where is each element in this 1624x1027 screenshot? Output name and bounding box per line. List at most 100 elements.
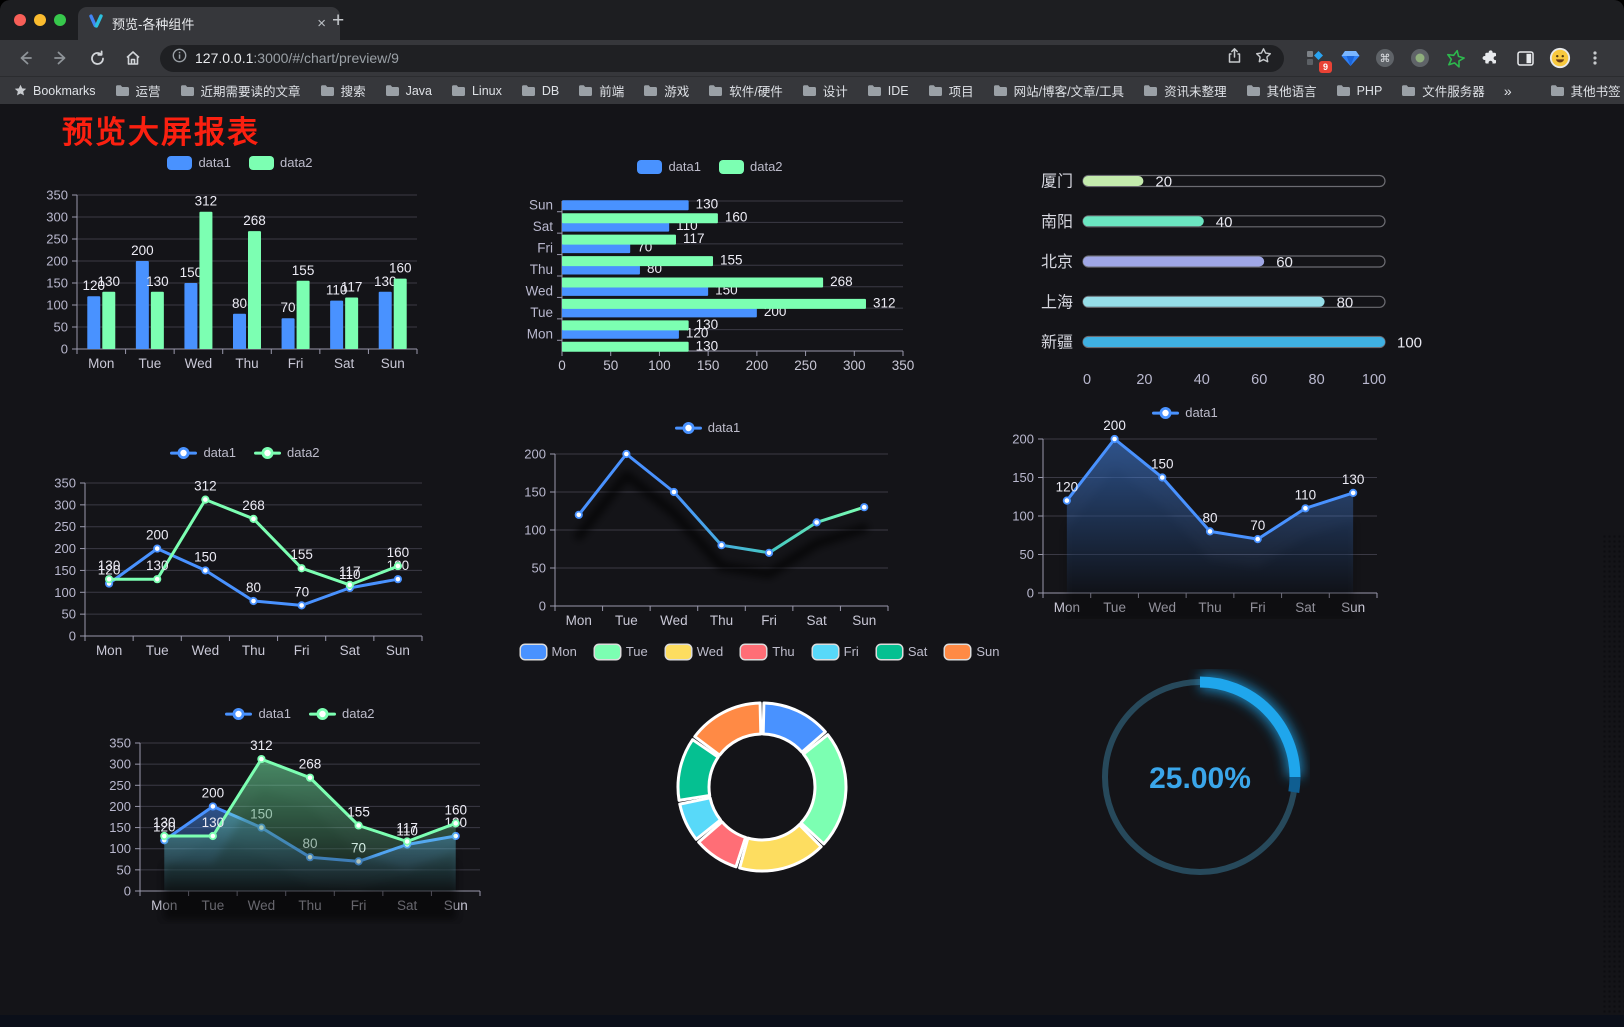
bookmark-folder[interactable]: Java <box>385 84 432 98</box>
address-bar[interactable]: 127.0.0.1:3000/#/chart/preview/9 <box>160 44 1284 72</box>
bookmark-folder[interactable]: PHP <box>1336 84 1382 98</box>
extensions-puzzle-icon[interactable] <box>1479 47 1501 69</box>
legend-item[interactable]: data2 <box>309 706 375 721</box>
svg-text:350: 350 <box>892 358 915 373</box>
legend-item[interactable]: Sun <box>945 644 999 659</box>
bookmark-folder[interactable]: 前端 <box>578 81 624 100</box>
svg-text:南阳: 南阳 <box>1041 213 1073 231</box>
legend-item[interactable]: data1 <box>674 420 740 435</box>
svg-text:160: 160 <box>387 545 410 560</box>
bookmarks-overflow-chevron[interactable]: » <box>1503 82 1512 99</box>
svg-text:100: 100 <box>1012 509 1034 524</box>
folder-icon <box>385 85 399 96</box>
bookmark-folder[interactable]: 游戏 <box>643 81 689 100</box>
bookmark-folder[interactable]: 运营 <box>115 81 161 100</box>
legend-item[interactable]: data2 <box>719 159 783 174</box>
bookmark-folder-label: 网站/博客/文章/工具 <box>1013 85 1125 99</box>
legend-item[interactable]: data1 <box>637 159 701 174</box>
gem-extension-icon[interactable] <box>1339 47 1361 69</box>
bookmark-folder[interactable]: DB <box>521 84 559 98</box>
svg-text:新疆: 新疆 <box>1041 334 1073 352</box>
svg-text:200: 200 <box>131 243 154 258</box>
svg-text:Tue: Tue <box>146 643 169 658</box>
legend-item[interactable]: data2 <box>249 155 313 170</box>
command-extension-icon[interactable]: ⌘ <box>1374 47 1396 69</box>
bookmark-folder[interactable]: Linux <box>451 84 502 98</box>
svg-text:50: 50 <box>603 358 618 373</box>
browser-toolbar: 127.0.0.1:3000/#/chart/preview/9 9 ⌘ <box>0 40 1624 76</box>
new-tab-button[interactable]: + <box>332 9 345 32</box>
browser-menu-icon[interactable] <box>1584 47 1606 69</box>
legend-item[interactable]: Mon <box>520 644 577 659</box>
share-icon[interactable] <box>1226 47 1243 69</box>
bookmark-folder[interactable]: 搜索 <box>320 81 366 100</box>
folder-icon <box>180 85 194 96</box>
svg-text:200: 200 <box>746 358 769 373</box>
side-panel-icon[interactable] <box>1514 47 1536 69</box>
svg-text:Fri: Fri <box>761 613 777 628</box>
legend-item[interactable]: Thu <box>741 644 795 659</box>
bookmark-folder[interactable]: 文件服务器 <box>1401 81 1485 100</box>
bookmark-folder-label: 前端 <box>599 85 625 99</box>
svg-text:312: 312 <box>194 479 217 494</box>
svg-text:155: 155 <box>720 253 743 268</box>
legend-item[interactable]: data1 <box>225 706 291 721</box>
svg-text:Sat: Sat <box>340 643 361 658</box>
other-bookmarks-folder[interactable]: 其他书签 <box>1550 81 1621 100</box>
minimize-window-button[interactable] <box>34 14 46 26</box>
legend-label: data2 <box>750 159 783 174</box>
bookmark-folder-label: Linux <box>471 83 502 98</box>
site-info-icon[interactable] <box>172 48 187 68</box>
url-text[interactable]: 127.0.0.1:3000/#/chart/preview/9 <box>195 50 399 66</box>
legend-item[interactable]: Tue <box>594 644 648 659</box>
profile-avatar[interactable] <box>1549 47 1571 69</box>
tab-title: 预览-各种组件 <box>112 17 195 32</box>
svg-text:268: 268 <box>299 757 322 772</box>
browser-titlebar: 预览-各种组件 × + <box>0 0 1624 40</box>
folder-icon <box>1144 85 1158 96</box>
svg-text:155: 155 <box>347 804 370 819</box>
svg-text:300: 300 <box>46 210 68 225</box>
bookmarks-manager-item[interactable]: Bookmarks <box>14 84 96 98</box>
legend-item[interactable]: data1 <box>167 155 231 170</box>
legend-item[interactable]: data1 <box>1152 405 1218 420</box>
legend-item[interactable]: Wed <box>665 644 723 659</box>
bookmark-folder[interactable]: 软件/硬件 <box>708 81 783 100</box>
back-icon[interactable] <box>10 43 40 73</box>
tabs-manager-extension-icon[interactable]: 9 <box>1304 47 1332 73</box>
bookmark-folder[interactable]: 项目 <box>928 81 974 100</box>
legend-item[interactable]: data2 <box>254 445 320 460</box>
svg-text:80: 80 <box>246 580 261 595</box>
legend-label: data2 <box>287 445 320 460</box>
bookmark-folder[interactable]: 其他语言 <box>1246 81 1317 100</box>
svg-text:312: 312 <box>873 295 896 310</box>
svg-text:160: 160 <box>389 261 412 276</box>
green-star-extension-icon[interactable] <box>1444 47 1466 69</box>
svg-text:150: 150 <box>524 485 546 500</box>
bookmark-folder[interactable]: IDE <box>867 84 909 98</box>
browser-tab[interactable]: 预览-各种组件 × <box>78 7 340 40</box>
legend-item[interactable]: Fri <box>812 644 859 659</box>
forward-icon[interactable] <box>46 43 76 73</box>
legend-item[interactable]: data1 <box>170 445 236 460</box>
close-window-button[interactable] <box>14 14 26 26</box>
grouped-bar-chart: data1 data2 0 50 100 150 200 250 300 350 Mon Tue Wed… <box>40 151 440 373</box>
legend-item[interactable]: Sat <box>876 644 927 659</box>
zoom-window-button[interactable] <box>54 14 66 26</box>
reload-icon[interactable] <box>82 43 112 73</box>
recorder-extension-icon[interactable] <box>1409 47 1431 69</box>
legend-swatch <box>945 644 971 659</box>
bookmark-folder[interactable]: 网站/博客/文章/工具 <box>993 81 1124 100</box>
legend-label: Tue <box>625 644 648 659</box>
bookmark-star-icon[interactable] <box>1255 47 1272 69</box>
legend-swatch <box>665 644 691 659</box>
bookmark-folder[interactable]: 近期需要读的文章 <box>180 81 301 100</box>
bookmark-folder[interactable]: 设计 <box>802 81 848 100</box>
bar-plot: 0 50 100 150 200 250 300 350 Mon Tue Wed Thu Fri Sat S… <box>46 188 418 371</box>
bookmark-folder[interactable]: 资讯未整理 <box>1143 81 1227 100</box>
svg-text:0: 0 <box>1083 372 1091 388</box>
svg-text:110: 110 <box>1295 487 1317 502</box>
svg-text:120: 120 <box>83 278 106 293</box>
home-icon[interactable] <box>118 43 148 73</box>
tab-close-icon[interactable]: × <box>317 15 326 32</box>
